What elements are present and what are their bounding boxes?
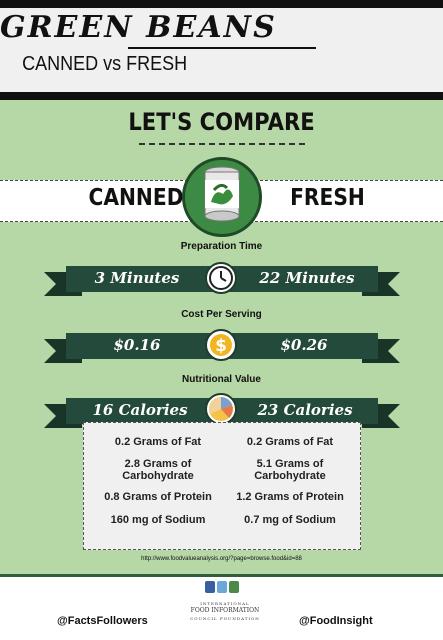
compare-underline: [139, 143, 305, 145]
pie-chart-icon: [208, 396, 233, 421]
fresh-carbohydrate: 5.1 Grams of Carbohydrate: [254, 458, 326, 482]
calories-canned: 16 Calories: [92, 401, 188, 419]
fresh-protein: 1.2 Grams of Protein: [236, 491, 344, 503]
fresh-fat: 0.2 Grams of Fat: [246, 436, 334, 448]
compare-title: LET'S COMPARE: [128, 108, 315, 136]
title-underline: [128, 47, 316, 49]
logo-line-2: FOOD INFORMATION: [190, 607, 260, 614]
canned-protein: 0.8 Grams of Protein: [104, 491, 212, 503]
dollar-icon: $: [210, 334, 232, 356]
header-band: [0, 92, 443, 100]
nutrition-label: Nutritional Value: [182, 374, 261, 385]
cost-canned: $0.16: [113, 336, 161, 354]
prep-time-fresh: 22 Minutes: [259, 269, 355, 287]
food-insight-handle[interactable]: @FoodInsight: [299, 615, 373, 627]
footer-divider: [0, 574, 443, 577]
page-title: GREEN BEANS: [0, 10, 277, 45]
fresh-sodium: 0.7 mg of Sodium: [244, 514, 336, 526]
source-link[interactable]: http://www.foodvalueanalysis.org/?page=b…: [141, 556, 302, 562]
nutrient-panel: [83, 422, 361, 550]
cost-label: Cost Per Serving: [181, 309, 262, 320]
canned-fat: 0.2 Grams of Fat: [114, 436, 202, 448]
fresh-heading: FRESH: [290, 185, 365, 211]
facts-followers-handle[interactable]: @FactsFollowers: [57, 615, 148, 627]
canned-heading: CANNED: [88, 185, 184, 211]
canned-sodium: 160 mg of Sodium: [110, 514, 206, 526]
logo-line-3: COUNCIL FOUNDATION: [190, 616, 260, 621]
prep-time-canned: 3 Minutes: [94, 269, 180, 287]
canned-carbohydrate: 2.8 Grams of Carbohydrate: [122, 458, 194, 482]
clock-icon: [209, 266, 233, 290]
page-subtitle: CANNED vs FRESH: [22, 53, 188, 75]
logo-line-1: INTERNATIONAL: [200, 601, 250, 606]
ific-logo-icon: [205, 581, 239, 593]
cost-fresh: $0.26: [280, 336, 328, 354]
header: [0, 8, 443, 92]
svg-text:$: $: [215, 336, 227, 356]
calories-fresh: 23 Calories: [257, 401, 353, 419]
can-icon: [204, 166, 240, 222]
prep-time-label: Preparation Time: [180, 241, 263, 252]
top-bar: [0, 0, 443, 8]
